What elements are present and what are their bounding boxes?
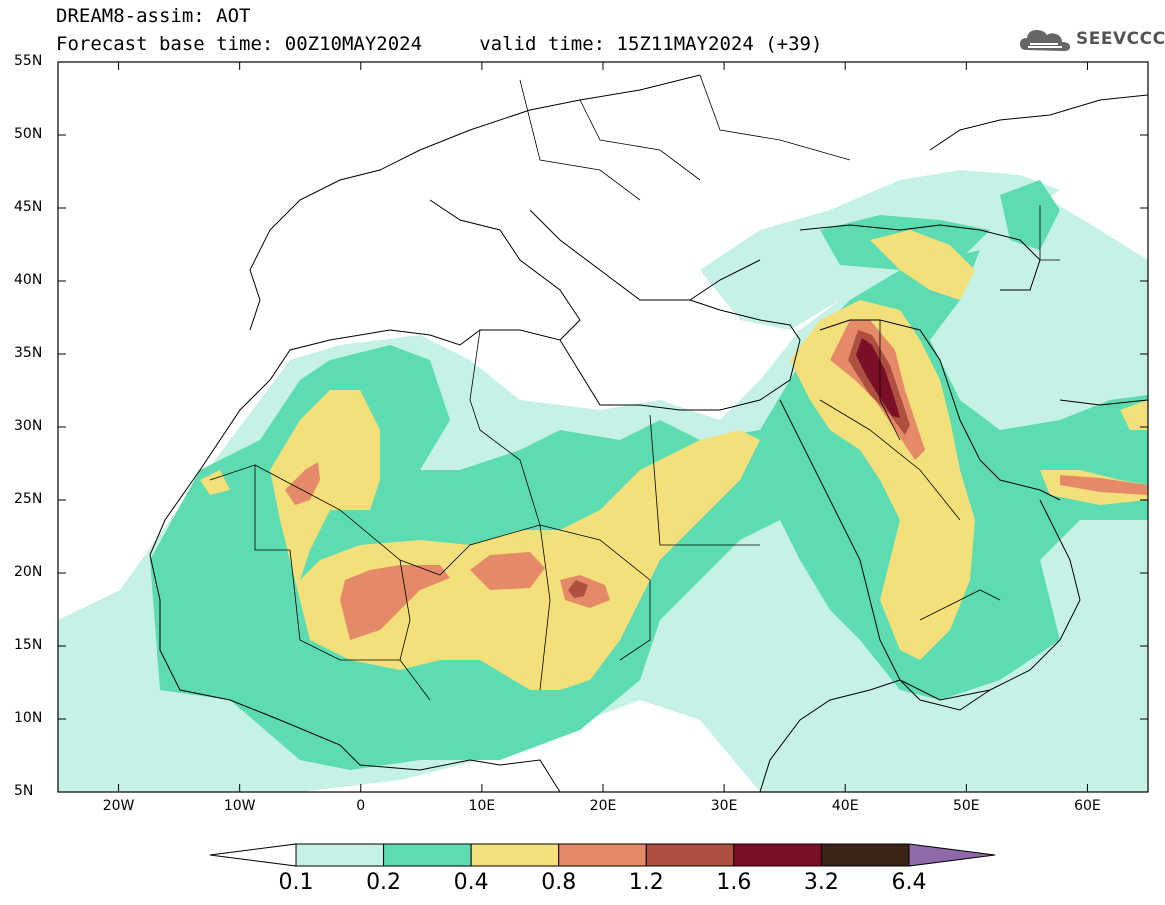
seevccc-logo: SEEVCCC <box>1018 24 1165 56</box>
colorbar-label: 0.4 <box>453 870 489 895</box>
colorbar-segment <box>470 843 560 867</box>
colorbar-label: 0.8 <box>541 870 577 895</box>
colorbar-segment <box>558 843 647 867</box>
lat-label: 35N <box>14 345 43 361</box>
colorbar-label: 1.6 <box>716 870 752 895</box>
lat-label: 20N <box>14 564 43 580</box>
colorbar-segment <box>645 843 735 867</box>
logo-text: SEEVCCC <box>1076 29 1165 49</box>
lon-label: 0 <box>356 798 366 814</box>
country-borders <box>209 74 1060 701</box>
lat-label: 55N <box>14 53 43 69</box>
lat-label: 40N <box>14 272 43 288</box>
lon-label: 10W <box>223 798 256 814</box>
colorbar-label: 0.1 <box>278 870 314 895</box>
lon-label: 10E <box>468 798 496 814</box>
colorbar-segment <box>733 843 822 867</box>
aot-level-1.6 <box>856 338 900 418</box>
lat-label: 45N <box>14 199 43 215</box>
colorbar-segment <box>383 843 472 867</box>
colorbar <box>209 843 996 867</box>
colorbar-label: 3.2 <box>803 870 839 895</box>
lon-label: 30E <box>710 798 738 814</box>
lat-label: 30N <box>14 418 43 434</box>
lon-label: 60E <box>1074 798 1101 814</box>
forecast-times: Forecast base time: 00Z10MAY2024 valid t… <box>56 33 823 55</box>
colorbar-label: 0.2 <box>366 870 402 895</box>
colorbar-label: 1.2 <box>628 870 664 895</box>
colorbar-segment <box>295 843 385 867</box>
lon-label: 50E <box>952 798 980 814</box>
lat-label: 50N <box>14 126 43 142</box>
lat-label: 10N <box>14 710 43 726</box>
lon-label: 40E <box>831 798 859 814</box>
cloud-logo-icon <box>1020 30 1070 51</box>
map-title: DREAM8-assim: AOT <box>56 5 251 27</box>
lon-label: 20E <box>589 798 617 814</box>
lat-label: 25N <box>14 491 43 507</box>
colorbar-low-arrow <box>209 843 297 867</box>
lon-label: 20W <box>102 798 135 814</box>
colorbar-high-arrow <box>908 843 996 867</box>
colorbar-segment <box>820 843 910 867</box>
lat-label: 5N <box>14 783 34 799</box>
lat-label: 15N <box>14 637 43 653</box>
colorbar-label: 6.4 <box>891 870 927 895</box>
aot-field <box>58 62 1148 792</box>
axis-ticks <box>58 61 1148 793</box>
